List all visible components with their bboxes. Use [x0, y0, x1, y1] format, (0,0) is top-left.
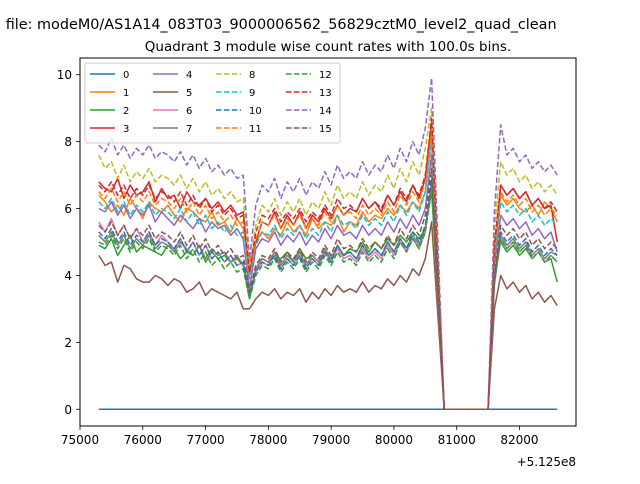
x-tick-label-82000: 82000 — [500, 433, 538, 447]
x-tick-label-79000: 79000 — [312, 433, 350, 447]
series-line-3 — [98, 120, 558, 411]
legend-label-10: 10 — [249, 106, 262, 117]
y-tick-label-4: 4 — [64, 269, 72, 283]
legend-label-11: 11 — [249, 124, 262, 135]
plot-frame — [79, 57, 577, 427]
legend-label-7: 7 — [186, 124, 192, 135]
legend-box — [84, 62, 341, 144]
y-tick-label-8: 8 — [64, 135, 72, 149]
legend-label-9: 9 — [249, 88, 255, 99]
series-line-4 — [98, 154, 558, 411]
y-tick-label-6: 6 — [64, 202, 72, 216]
figure-suptitle: n file: modeM0/AS1A14_083T03_9000006562_… — [0, 17, 557, 33]
x-tick-label-76000: 76000 — [124, 433, 162, 447]
y-tick-label-0: 0 — [64, 403, 72, 417]
x-tick-label-77000: 77000 — [186, 433, 224, 447]
legend-label-14: 14 — [319, 106, 332, 117]
series-line-10 — [98, 177, 558, 411]
legend-label-6: 6 — [186, 106, 192, 117]
legend-label-15: 15 — [319, 124, 332, 135]
y-tick-label-2: 2 — [64, 336, 72, 350]
legend-label-8: 8 — [249, 70, 255, 81]
series-line-15 — [98, 167, 558, 411]
legend-label-5: 5 — [186, 88, 192, 99]
legend-label-1: 1 — [123, 88, 129, 99]
series-line-11 — [98, 127, 558, 411]
legend-label-13: 13 — [319, 88, 332, 99]
y-axis: 0 2 4 6 8 10 — [57, 68, 80, 417]
x-tick-label-81000: 81000 — [438, 433, 476, 447]
series-line-13 — [98, 117, 558, 411]
legend-label-3: 3 — [123, 124, 129, 135]
x-axis-offset-label: +5.125e8 — [517, 455, 576, 469]
series-line-1 — [98, 134, 558, 411]
legend-label-4: 4 — [186, 70, 192, 81]
x-tick-label-80000: 80000 — [375, 433, 413, 447]
x-axis: 75000 76000 77000 78000 79000 80000 81000 82000 — [61, 426, 539, 447]
chart-title: Quadrant 3 module wise count rates with … — [145, 39, 511, 55]
y-tick-label-10: 10 — [57, 68, 72, 82]
series-layer — [98, 77, 558, 411]
x-tick-label-78000: 78000 — [249, 433, 287, 447]
legend-label-12: 12 — [319, 70, 332, 81]
x-tick-label-75000: 75000 — [61, 433, 99, 447]
series-line-9 — [98, 140, 558, 411]
legend-label-0: 0 — [123, 70, 129, 81]
series-line-8 — [98, 107, 558, 411]
legend-label-2: 2 — [123, 106, 129, 117]
